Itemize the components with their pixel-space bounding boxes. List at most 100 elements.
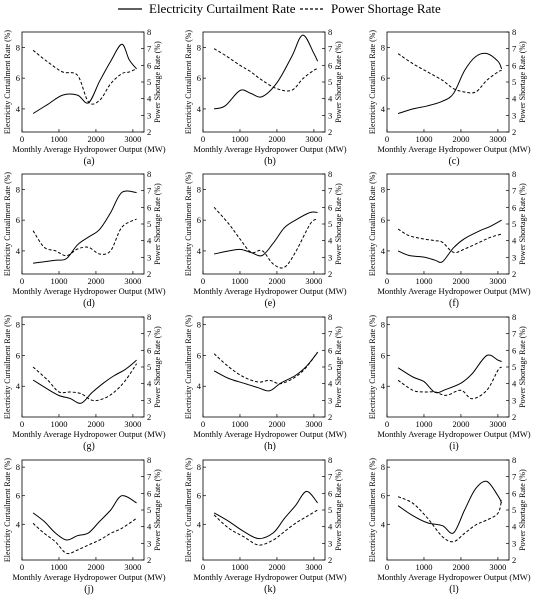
x-tick-label: 2000: [452, 419, 469, 429]
right-y-tick-label: 8: [328, 312, 332, 322]
x-tick-label: 1000: [231, 134, 248, 144]
right-y-tick-label: 8: [328, 455, 332, 465]
right-y-tick-label: 5: [328, 505, 332, 515]
left-y-tick-label: 6: [197, 215, 201, 225]
right-y-tick-label: 2: [328, 127, 332, 137]
right-y-tick-label: 7: [147, 44, 151, 54]
x-tick-label: 0: [20, 562, 24, 572]
curtailment-rate-line: [32, 495, 137, 541]
plot-frame: [386, 459, 510, 561]
right-y-axis-label: Power Shortage Rate (%): [518, 326, 527, 408]
x-axis-label: Monthly Average Hydropower Output (MW): [193, 429, 346, 439]
x-tick-label: 2000: [87, 134, 104, 144]
right-y-axis-label: Power Shortage Rate (%): [153, 183, 162, 265]
right-y-tick-label: 7: [328, 186, 332, 196]
right-y-tick-label: 3: [512, 252, 516, 262]
left-y-tick-label: 4: [16, 104, 21, 114]
right-y-tick-label: 2: [147, 269, 151, 279]
panel-a: 0 1000 2000 3000 4 6 8 2 3 4 5 6 7 8 Electricity Curta…: [3, 27, 166, 167]
x-tick-label: 3000: [124, 562, 141, 572]
left-y-tick-label: 6: [197, 491, 201, 501]
right-y-tick-label: 6: [512, 488, 516, 498]
left-y-axis-label: Electricity Curtailment Rate (%): [368, 458, 377, 563]
panel-label: (g): [83, 441, 95, 452]
right-y-tick-label: 8: [328, 169, 332, 179]
right-y-tick-label: 2: [512, 127, 516, 137]
right-y-tick-label: 3: [328, 538, 332, 548]
right-y-tick-label: 7: [512, 472, 516, 482]
shortage-rate-line: [32, 218, 137, 257]
right-y-tick-label: 3: [147, 252, 151, 262]
right-y-tick-label: 8: [147, 27, 151, 37]
x-axis-label: Monthly Average Hydropower Output (MW): [12, 286, 165, 296]
legend-label-curtailment: Electricity Curtailment Rate: [149, 1, 296, 16]
x-tick-label: 2000: [452, 562, 469, 572]
right-y-tick-label: 5: [147, 362, 151, 372]
right-y-tick-label: 7: [512, 329, 516, 339]
left-y-tick-label: 8: [16, 320, 20, 330]
right-y-axis-label: Power Shortage Rate (%): [518, 41, 527, 123]
left-y-tick-label: 6: [197, 350, 201, 360]
right-y-tick-label: 6: [328, 345, 332, 355]
panel-j: 0 1000 2000 3000 4 6 8 2 3 4 5 6 7 8 Electricity Curta…: [3, 455, 166, 595]
panel-c: 0 1000 2000 3000 4 6 8 2 3 4 5 6 7 8 Electricity Curta…: [368, 27, 531, 167]
x-tick-label: 2000: [268, 419, 285, 429]
x-axis-label: Monthly Average Hydropower Output (MW): [193, 286, 346, 296]
x-tick-label: 2000: [452, 134, 469, 144]
right-y-axis-label: Power Shortage Rate (%): [334, 183, 343, 265]
x-tick-label: 2000: [268, 562, 285, 572]
left-y-tick-label: 8: [16, 42, 20, 52]
right-y-tick-label: 7: [147, 186, 151, 196]
x-tick-label: 0: [201, 562, 205, 572]
x-tick-label: 2000: [87, 276, 104, 286]
right-y-tick-label: 6: [147, 60, 151, 70]
panel-label: (b): [264, 156, 276, 167]
right-y-tick-label: 6: [328, 60, 332, 70]
shortage-rate-line: [397, 53, 502, 94]
right-y-tick-label: 8: [147, 312, 151, 322]
right-y-tick-label: 2: [512, 412, 516, 422]
shortage-rate-line: [397, 228, 502, 254]
x-tick-label: 0: [201, 419, 205, 429]
x-tick-label: 0: [20, 419, 24, 429]
panel-label: (c): [448, 156, 459, 167]
x-tick-label: 3000: [489, 562, 506, 572]
left-y-tick-label: 4: [197, 519, 202, 529]
right-y-tick-label: 5: [328, 362, 332, 372]
left-y-tick-label: 8: [381, 184, 385, 194]
right-y-tick-label: 8: [512, 455, 516, 465]
right-y-tick-label: 4: [512, 522, 517, 532]
curtailment-rate-line: [213, 490, 318, 540]
curtailment-rate-line: [397, 480, 503, 534]
right-y-tick-label: 6: [328, 488, 332, 498]
x-tick-label: 0: [20, 134, 24, 144]
plot-frame: [202, 173, 326, 275]
right-y-tick-label: 4: [512, 236, 517, 246]
panel-b: 0 1000 2000 3000 4 6 8 2 3 4 5 6 7 8 Electricity Curta…: [184, 27, 347, 167]
right-y-tick-label: 4: [512, 379, 517, 389]
panel-f: 0 1000 2000 3000 4 6 8 2 3 4 5 6 7 8 Electricity Curta…: [368, 169, 531, 309]
right-y-tick-label: 2: [147, 412, 151, 422]
x-tick-label: 2000: [268, 134, 285, 144]
right-y-axis-label: Power Shortage Rate (%): [334, 326, 343, 408]
x-tick-label: 1000: [50, 134, 67, 144]
right-y-tick-label: 3: [512, 395, 516, 405]
left-y-tick-label: 8: [381, 462, 385, 472]
right-y-tick-label: 5: [512, 362, 516, 372]
curtailment-rate-line: [33, 190, 137, 264]
panel-label: (e): [264, 298, 275, 309]
panel-l: 0 1000 2000 3000 4 6 8 2 3 4 5 6 7 8 Electricity Curta…: [368, 455, 531, 595]
left-y-tick-label: 6: [381, 215, 385, 225]
panel-k: 0 1000 2000 3000 4 6 8 2 3 4 5 6 7 8 Electricity Curta…: [184, 455, 347, 595]
right-y-tick-label: 5: [512, 505, 516, 515]
right-y-tick-label: 7: [328, 472, 332, 482]
x-axis-label: Monthly Average Hydropower Output (MW): [12, 429, 165, 439]
x-axis-label: Monthly Average Hydropower Output (MW): [12, 572, 165, 582]
left-y-tick-label: 8: [381, 42, 385, 52]
right-y-tick-label: 4: [147, 236, 152, 246]
right-y-tick-label: 8: [512, 169, 516, 179]
panel-label: (k): [264, 584, 276, 595]
shortage-rate-line: [32, 363, 138, 402]
left-y-tick-label: 4: [381, 246, 386, 256]
panel-label: (h): [264, 441, 276, 452]
